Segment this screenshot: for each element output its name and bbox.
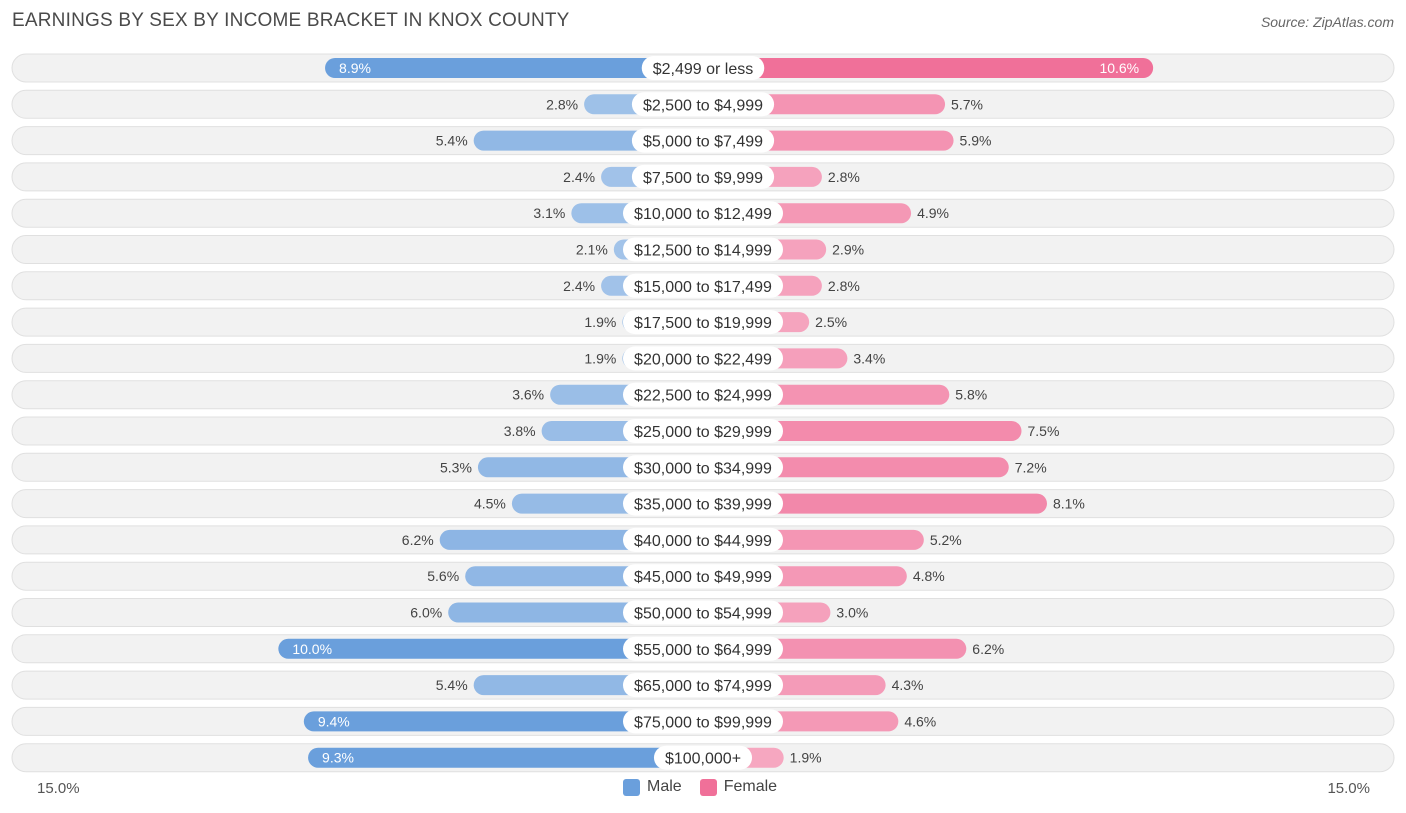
female-value-label: 2.5% (815, 314, 847, 330)
female-value-label: 5.2% (930, 532, 962, 548)
category-label: $40,000 to $44,999 (634, 533, 772, 550)
male-value-label: 6.2% (402, 532, 434, 548)
category-pill (622, 527, 784, 552)
male-value-label: 9.4% (318, 713, 350, 729)
category-pill (622, 419, 784, 443)
category-label: $30,000 to $34,999 (634, 460, 772, 477)
male-value-label: 2.4% (563, 169, 595, 185)
male-value-label: 5.6% (427, 568, 459, 584)
female-value-label: 3.4% (853, 350, 885, 366)
legend: Male Female (623, 778, 795, 796)
chart-source: Source: ZipAtlas.com (1260, 14, 1394, 30)
category-label: $20,000 to $22,499 (634, 351, 772, 368)
female-bar (703, 58, 1154, 78)
male-value-label: 4.5% (474, 496, 506, 512)
male-value-label: 3.8% (504, 423, 536, 439)
female-value-label: 10.6% (1099, 60, 1139, 76)
legend-label-male: Male (647, 778, 682, 795)
category-label: $2,499 or less (653, 61, 754, 78)
category-pill (622, 491, 784, 516)
male-bar (308, 747, 703, 768)
male-value-label: 3.1% (533, 205, 565, 221)
category-pill (622, 455, 784, 480)
category-label: $5,000 to $7,499 (643, 134, 763, 151)
male-bar (325, 58, 703, 78)
category-pill (622, 382, 784, 407)
female-value-label: 5.8% (955, 387, 987, 403)
legend-label-female: Female (723, 778, 778, 795)
male-value-label: 8.9% (339, 60, 371, 76)
female-value-label: 5.7% (951, 96, 983, 112)
category-pill (622, 346, 784, 371)
category-label: $50,000 to $54,999 (634, 606, 772, 623)
female-value-label: 4.3% (892, 677, 924, 693)
category-label: $12,500 to $14,999 (634, 243, 772, 260)
female-value-label: 2.9% (832, 242, 864, 258)
female-value-label: 8.1% (1053, 496, 1085, 512)
male-value-label: 1.9% (584, 350, 616, 366)
category-pill (622, 673, 784, 698)
female-value-label: 1.9% (790, 750, 822, 766)
female-value-label: 4.9% (917, 205, 949, 221)
category-label: $75,000 to $99,999 (634, 714, 772, 731)
category-pill (622, 709, 784, 734)
category-pill (622, 310, 784, 335)
category-label: $2,500 to $4,999 (643, 97, 763, 114)
female-value-label: 2.8% (828, 278, 860, 294)
female-bar (703, 493, 1047, 514)
female-value-label: 5.9% (960, 133, 992, 149)
category-label: $15,000 to $17,499 (634, 279, 772, 296)
category-pill (622, 201, 784, 226)
female-value-label: 2.8% (828, 169, 860, 185)
category-label: $35,000 to $39,999 (634, 497, 772, 514)
category-pill (622, 237, 784, 262)
category-label: $55,000 to $64,999 (634, 642, 772, 659)
legend-swatch-female (699, 778, 717, 796)
category-pill (631, 92, 775, 117)
chart-title: EARNINGS BY SEX BY INCOME BRACKET IN KNO… (12, 10, 570, 31)
category-label: $100,000+ (665, 751, 741, 768)
category-label: $17,500 to $19,999 (634, 315, 772, 332)
category-pill (622, 273, 784, 298)
category-pill (622, 600, 784, 625)
female-value-label: 3.0% (836, 605, 868, 621)
category-label: $25,000 to $29,999 (634, 424, 772, 441)
male-value-label: 5.3% (440, 459, 472, 475)
category-pill (622, 564, 784, 589)
female-value-label: 4.6% (904, 713, 936, 729)
female-value-label: 4.8% (913, 568, 945, 584)
male-bar (303, 711, 703, 732)
male-value-label: 2.1% (576, 242, 608, 258)
legend-item-male: Male (623, 778, 682, 796)
category-label: $65,000 to $74,999 (634, 678, 772, 695)
category-label: $45,000 to $49,999 (634, 569, 772, 586)
male-value-label: 6.0% (410, 605, 442, 621)
axis-max-label: 15.0% (1327, 780, 1370, 797)
female-bar (703, 421, 1022, 441)
female-value-label: 6.2% (972, 641, 1004, 657)
category-pill (653, 745, 753, 770)
male-bar (278, 638, 703, 659)
male-value-label: 2.4% (563, 278, 595, 294)
axis-min-label: 15.0% (37, 780, 80, 797)
female-value-label: 7.5% (1028, 423, 1060, 439)
category-pill (622, 636, 784, 661)
category-label: $10,000 to $12,499 (634, 206, 772, 223)
legend-swatch-male (623, 778, 640, 796)
male-value-label: 5.4% (436, 677, 468, 693)
category-label: $7,500 to $9,999 (643, 170, 763, 187)
male-value-label: 3.6% (512, 387, 544, 403)
male-value-label: 10.0% (292, 641, 332, 657)
legend-item-female: Female (699, 778, 778, 796)
female-value-label: 7.2% (1015, 459, 1047, 475)
male-value-label: 5.4% (436, 133, 468, 149)
male-value-label: 2.8% (546, 96, 578, 112)
male-value-label: 9.3% (322, 750, 354, 766)
category-pill (631, 128, 775, 153)
category-pill (641, 56, 765, 80)
category-label: $22,500 to $24,999 (634, 388, 772, 405)
male-value-label: 1.9% (584, 314, 616, 330)
category-pill (631, 164, 775, 189)
